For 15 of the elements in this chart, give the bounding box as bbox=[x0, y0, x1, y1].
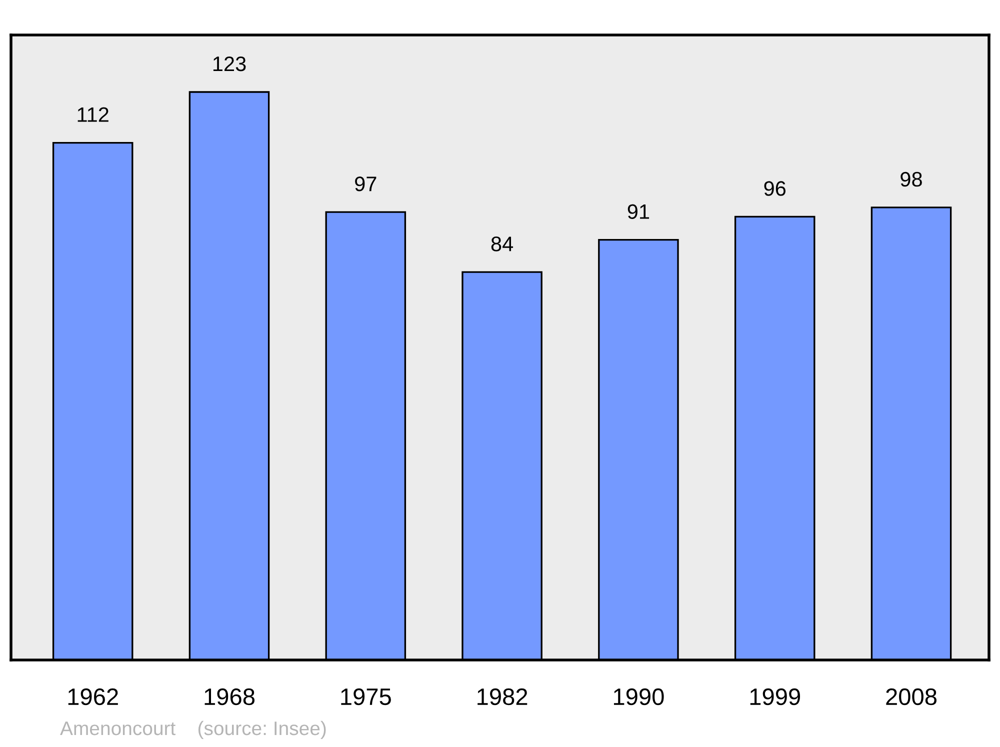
x-tick-label: 1999 bbox=[750, 688, 800, 706]
data-label: 98 bbox=[900, 172, 922, 187]
text: Amenoncourt (source: Insee) bbox=[60, 720, 326, 740]
data-label: 112 bbox=[78, 107, 108, 122]
x-tick-label: 2008 bbox=[886, 688, 936, 706]
x-tick-label: 1975 bbox=[341, 688, 391, 706]
data-label: 91 bbox=[628, 204, 650, 219]
x-tick-label: 1982 bbox=[478, 688, 528, 706]
x-tick-label: 1962 bbox=[68, 688, 118, 706]
x-tick-label: 1990 bbox=[614, 688, 664, 706]
data-label: 97 bbox=[355, 176, 376, 192]
data-label: 96 bbox=[764, 181, 786, 196]
x-tick-label: 1968 bbox=[204, 688, 254, 706]
data-label: 123 bbox=[213, 56, 246, 72]
data-label: 84 bbox=[491, 236, 514, 252]
